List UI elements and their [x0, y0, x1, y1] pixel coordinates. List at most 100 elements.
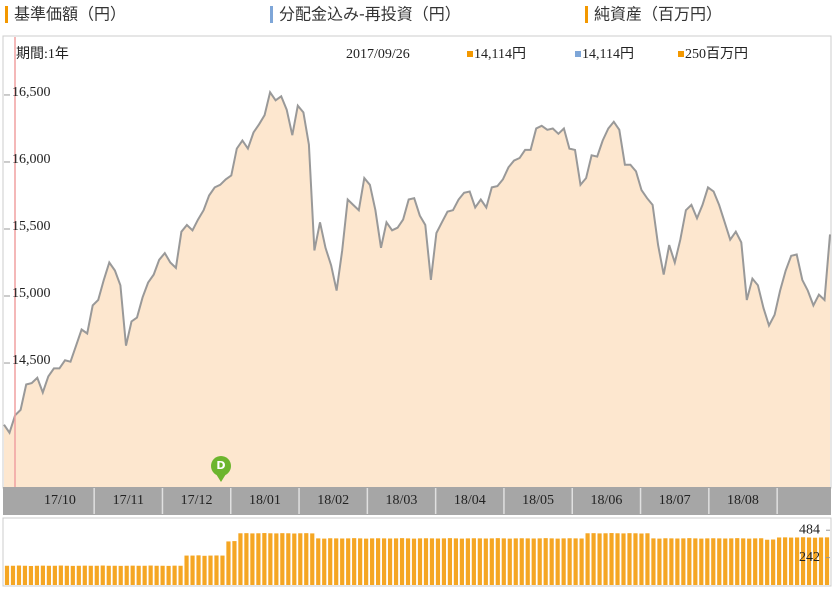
marker-label: D [216, 459, 225, 472]
volume-bar [561, 538, 566, 585]
volume-bar [274, 533, 279, 585]
volume-bar [106, 565, 111, 585]
volume-bar [184, 555, 189, 585]
volume-bar [154, 565, 159, 585]
legend-swatch [270, 6, 273, 23]
volume-bar [190, 555, 195, 585]
volume-bar [118, 565, 123, 585]
volume-bar [28, 565, 34, 585]
volume-bar [82, 565, 87, 585]
volume-bar [812, 537, 818, 585]
volume-bar [747, 538, 752, 585]
volume-bar [292, 533, 297, 585]
volume-bar [549, 538, 554, 585]
dividend-marker: D [211, 456, 231, 482]
price-line [3, 89, 831, 435]
volume-bar [34, 565, 40, 585]
volume-bar [501, 538, 506, 585]
volume-bar [465, 538, 470, 585]
legend-swatch [585, 6, 588, 23]
volume-bar [765, 539, 770, 585]
volume-bar [555, 538, 560, 585]
volume-bar [316, 538, 321, 585]
volume-bar [346, 538, 351, 585]
volume-bar [543, 538, 548, 585]
y-tick-label: 16,500 [12, 85, 51, 100]
x-tick-label: 18/03 [386, 493, 418, 508]
volume-frame [2, 517, 832, 587]
volume-bar [375, 538, 381, 585]
volume-bar [717, 538, 722, 585]
volume-bar [759, 538, 764, 585]
volume-bar [585, 533, 590, 585]
x-axis-band [3, 487, 831, 515]
volume-bar [387, 538, 393, 585]
x-tick-label: 18/06 [590, 493, 622, 508]
volume-bar [280, 533, 285, 585]
volume-bar [358, 538, 363, 585]
volume-bar [723, 538, 728, 585]
date-readout: 2017/09/26 [346, 47, 410, 62]
volume-bar [244, 533, 249, 585]
volume-bar [256, 533, 261, 585]
volume-bar [142, 565, 147, 585]
period-label: 期間:1年 [16, 46, 69, 62]
volume-bar [537, 538, 542, 585]
volume-bar [76, 565, 81, 585]
volume-bar [160, 565, 165, 585]
volume-bar [172, 565, 177, 585]
volume-bar [507, 538, 512, 585]
legend-label: 純資産（百万円） [594, 5, 722, 24]
volume-bar [681, 538, 686, 585]
volume-bar [783, 537, 788, 585]
marker-pointer [216, 474, 226, 482]
volume-bar [4, 565, 10, 585]
volume-bar [148, 565, 153, 585]
volume-bar [579, 538, 584, 585]
volume-bar [519, 538, 524, 585]
readout-value: 14,114円 [474, 47, 526, 62]
volume-bar [711, 538, 716, 585]
volume-bar [46, 565, 51, 585]
volume-tick-label: 242 [799, 550, 820, 565]
volume-bar [603, 533, 608, 585]
volume-bar [669, 538, 674, 585]
volume-bar [94, 565, 99, 585]
volume-bar [417, 538, 423, 585]
volume-bar [10, 565, 16, 585]
volume-bar [334, 538, 339, 585]
volume-bar [735, 538, 740, 585]
x-tick-label: 17/11 [113, 493, 144, 508]
x-tick-label: 18/01 [249, 493, 281, 508]
volume-bar [202, 555, 207, 585]
volume-bar [220, 555, 225, 585]
volume-bar [687, 538, 692, 585]
volume-bar [286, 533, 291, 585]
volume-bar [112, 565, 117, 585]
y-tick-label: 14,500 [12, 353, 51, 368]
volume-bar [22, 565, 28, 585]
volume-bar [800, 537, 806, 585]
volume-bar [268, 533, 273, 585]
volume-bar [573, 538, 578, 585]
volume-bar [364, 538, 369, 585]
volume-bar [753, 538, 758, 585]
volume-bar [657, 538, 662, 585]
volume-bar [741, 538, 746, 585]
volume-bar [788, 537, 794, 585]
volume-bar [88, 565, 93, 585]
volume-bar [322, 538, 327, 585]
x-tick-label: 18/05 [522, 493, 554, 508]
y-tick-label: 15,500 [12, 219, 51, 234]
volume-bar [238, 533, 243, 585]
volume-bar [64, 565, 69, 585]
x-tick-label: 18/04 [454, 493, 486, 508]
readout-swatch [467, 51, 473, 57]
volume-bar [477, 538, 482, 585]
volume-bar [645, 533, 650, 585]
volume-bar [393, 538, 399, 585]
volume-bar [298, 533, 303, 585]
volume-bar [693, 538, 698, 585]
legend-label: 分配金込み-再投資（円） [279, 5, 461, 24]
readout-swatch [575, 51, 581, 57]
